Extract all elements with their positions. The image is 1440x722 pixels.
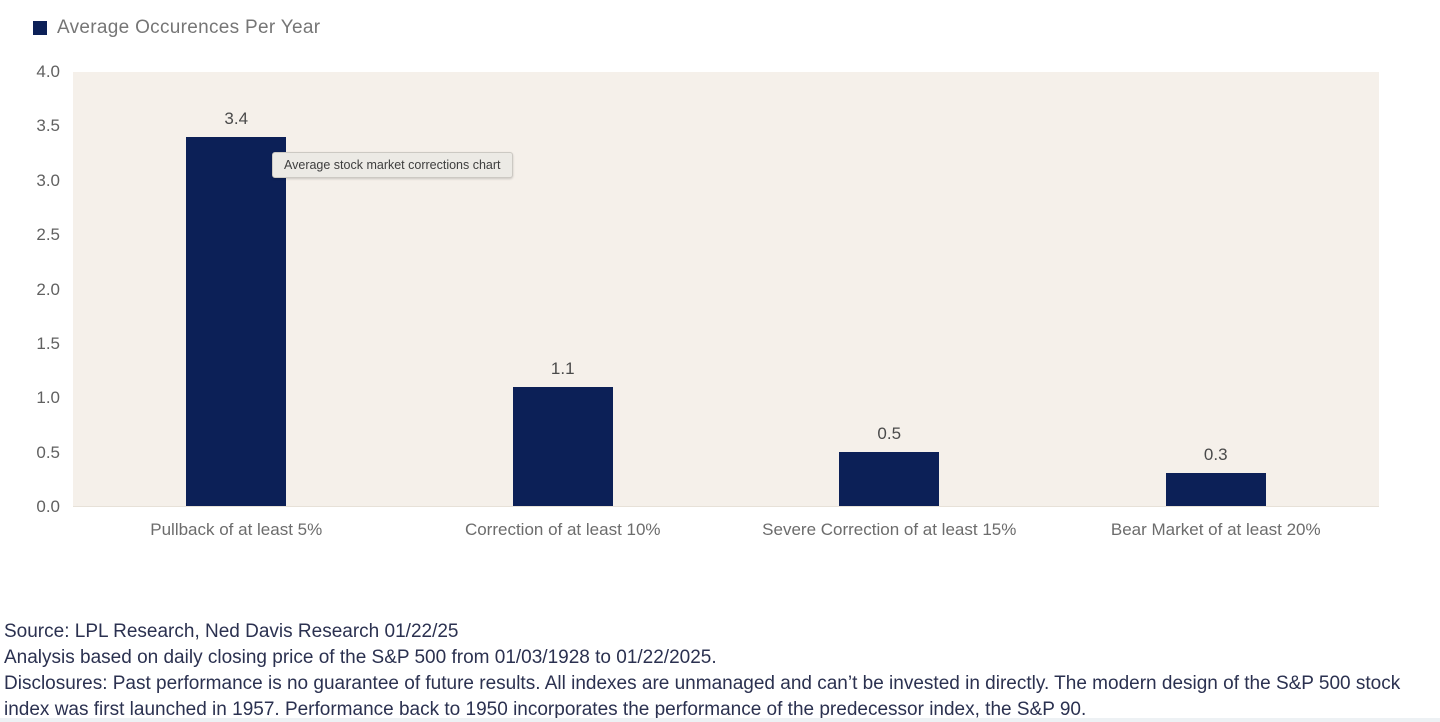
y-tick-label: 2.0 — [36, 279, 60, 299]
y-tick-label: 1.0 — [36, 388, 60, 408]
y-axis: 4.0 3.5 3.0 2.5 2.0 1.5 1.0 0.5 0.0 — [0, 62, 60, 516]
bar-value-label: 1.1 — [550, 358, 575, 378]
bar — [1165, 473, 1266, 506]
y-tick-label: 3.0 — [36, 170, 60, 190]
bar — [839, 451, 940, 506]
y-tick-label: 2.5 — [36, 225, 60, 245]
legend-label: Average Occurences Per Year — [57, 17, 321, 38]
bar-value-label: 3.4 — [224, 109, 249, 129]
bar-slot: 1.1 — [400, 72, 727, 506]
source-line: Source: LPL Research, Ned Davis Research… — [4, 621, 459, 642]
x-category-label: Severe Correction of at least 15% — [762, 520, 1017, 539]
y-tick-label: 4.0 — [36, 62, 60, 81]
x-category-label: Bear Market of at least 20% — [1110, 520, 1321, 539]
x-category-label: Correction of at least 10% — [464, 520, 661, 539]
x-axis-labels: Pullback of at least 5% Correction of at … — [73, 520, 1379, 540]
y-tick-label: 0.5 — [36, 442, 60, 462]
bar-value-label: 0.3 — [1203, 445, 1228, 465]
bar — [186, 137, 287, 506]
plot-area: 3.4 1.1 0.5 0.3 — [73, 72, 1379, 507]
disclosures-line: Disclosures: Past performance is no guar… — [4, 673, 1401, 720]
bar — [512, 386, 613, 506]
hover-tooltip: Average stock market corrections chart — [272, 152, 513, 178]
y-tick-label: 3.5 — [36, 116, 60, 136]
legend-swatch-icon — [33, 21, 47, 35]
bar-slot: 0.5 — [726, 72, 1053, 506]
y-tick-label: 0.0 — [36, 497, 60, 516]
chart-legend: Average Occurences Per Year — [33, 17, 320, 39]
analysis-line: Analysis based on daily closing price of… — [4, 647, 717, 668]
page-bottom-edge — [0, 718, 1440, 722]
x-category-label: Pullback of at least 5% — [150, 520, 323, 539]
bar-value-label: 0.5 — [877, 423, 902, 443]
footer-notes: Source: LPL Research, Ned Davis Research… — [4, 619, 1438, 722]
bar-slot: 0.3 — [1053, 72, 1380, 506]
y-tick-label: 1.5 — [36, 333, 60, 353]
bar-slot: 3.4 — [73, 72, 400, 506]
